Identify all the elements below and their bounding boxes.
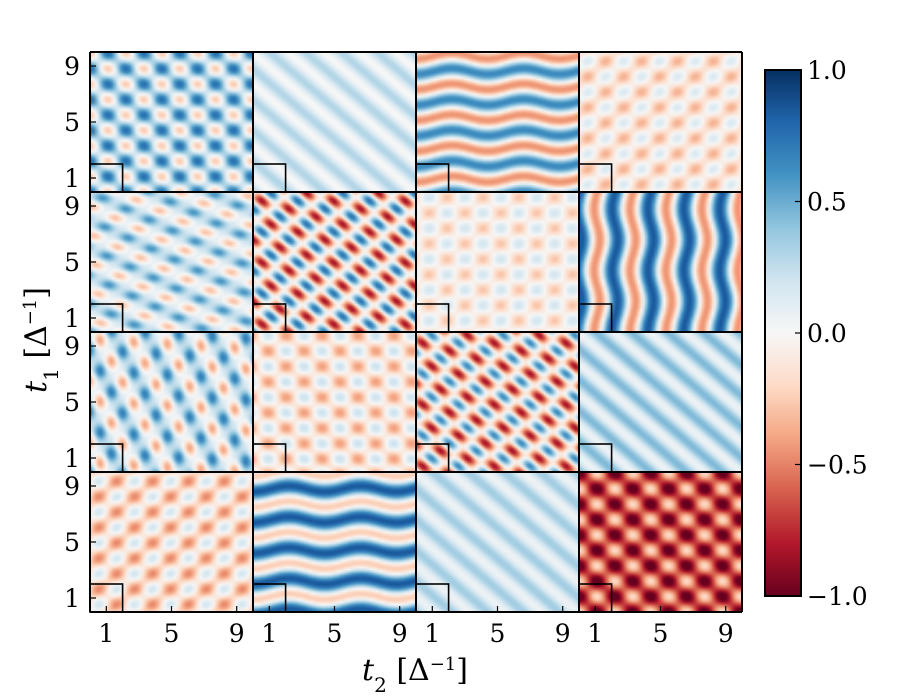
- x-tick-label: 9: [718, 619, 734, 648]
- heatmap-panel-r4-c4: [579, 472, 742, 612]
- y-axis-label: t1 [Δ−1]: [19, 287, 63, 393]
- y-tick-label: 9: [64, 192, 80, 221]
- heatmap-panel-r2-c1: [90, 192, 253, 332]
- heatmap-panel-r1-c1: [90, 52, 253, 192]
- heatmap-panel-r2-c3: [416, 192, 579, 332]
- y-tick-label: 5: [64, 108, 80, 137]
- y-tick-label: 1: [64, 304, 80, 333]
- x-axis-label: t2 [Δ−1]: [362, 653, 468, 697]
- x-tick-label: 1: [424, 619, 440, 648]
- x-tick-label: 9: [392, 619, 408, 648]
- heatmap-panel-r4-c2: [253, 472, 416, 612]
- x-tick-label: 1: [587, 619, 603, 648]
- y-tick-label: 5: [64, 528, 80, 557]
- colorbar-tick-label: −1.0: [807, 582, 868, 611]
- heatmap-panel-r3-c1: [90, 332, 253, 472]
- x-tick-label: 5: [490, 619, 506, 648]
- grid-frame: [89, 51, 743, 613]
- x-tick-label: 1: [261, 619, 277, 648]
- heatmap-panel-r2-c4: [579, 192, 742, 332]
- heatmap-panel-r4-c3: [416, 472, 579, 612]
- colorbar-tick-label: 0.5: [807, 188, 847, 217]
- y-tick-label: 5: [64, 388, 80, 417]
- heatmap-panel-r4-c1: [90, 472, 253, 612]
- heatmap-panel-r3-c2: [253, 332, 416, 472]
- y-tick-label: 5: [64, 248, 80, 277]
- colorbar-tick-label: 1.0: [807, 56, 847, 85]
- x-tick-label: 5: [164, 619, 180, 648]
- colorbar-tick-label: 0.0: [807, 319, 847, 348]
- y-tick-label: 1: [64, 164, 80, 193]
- colorbar-tick-label: −0.5: [807, 451, 868, 480]
- x-tick-label: 9: [555, 619, 571, 648]
- x-tick-label: 5: [327, 619, 343, 648]
- heatmap-panel-r1-c3: [416, 52, 579, 192]
- x-tick-label: 9: [229, 619, 245, 648]
- colorbar: 1.0 0.5 0.0 −0.5 −1.0: [764, 56, 868, 611]
- y-tick-label: 9: [64, 472, 80, 501]
- y-tick-label: 1: [64, 444, 80, 473]
- y-tick-label: 9: [64, 332, 80, 361]
- x-tick-label: 1: [98, 619, 114, 648]
- heatmap-panels: [89, 52, 742, 613]
- y-tick-label: 1: [64, 584, 80, 613]
- y-tick-label: 9: [64, 52, 80, 81]
- heatmap-panel-r1-c2: [253, 52, 416, 192]
- x-tick-label: 5: [653, 619, 669, 648]
- heatmap-panel-r3-c4: [579, 332, 742, 472]
- heatmap-panel-r3-c3: [416, 332, 579, 472]
- heatmap-panel-r2-c2: [253, 192, 416, 332]
- heatmap-panel-r1-c4: [579, 52, 742, 192]
